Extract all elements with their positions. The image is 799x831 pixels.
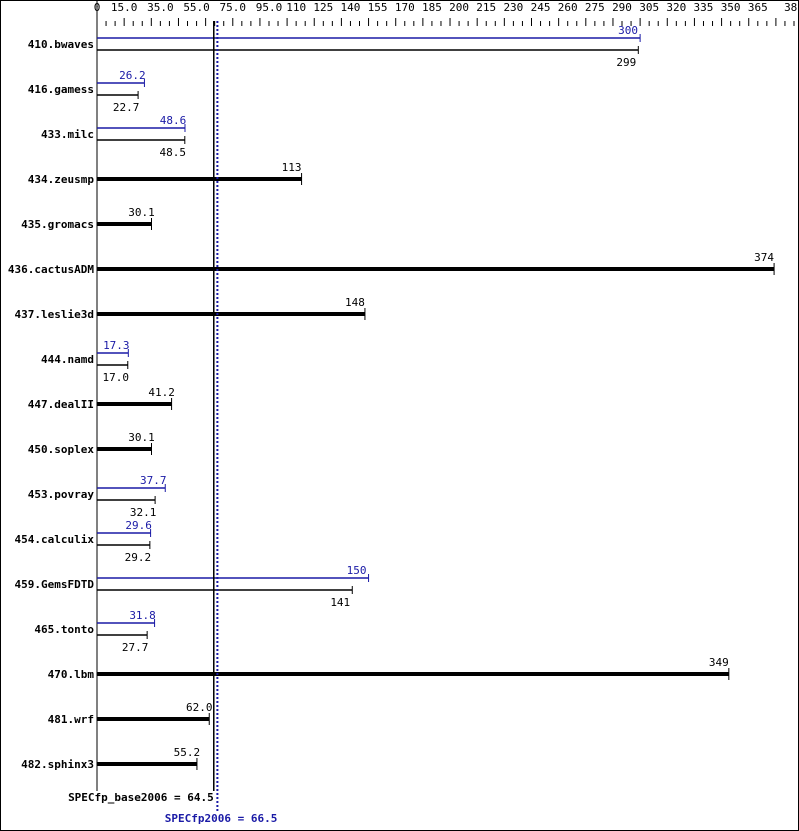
x-tick-label: 260 [558, 1, 578, 14]
x-tick-label: 170 [395, 1, 415, 14]
base-value-label: 22.7 [113, 101, 140, 114]
category-label: 436.cactusADM [8, 263, 94, 276]
x-tick-label: 75.0 [220, 1, 247, 14]
x-tick-label: 200 [449, 1, 469, 14]
category-label: 410.bwaves [28, 38, 94, 51]
base-value-label: 374 [754, 251, 774, 264]
base-value-label: 48.5 [160, 146, 187, 159]
peak-value-label: 37.7 [140, 474, 167, 487]
x-tick-label: 15.0 [111, 1, 138, 14]
x-tick-label: 320 [666, 1, 686, 14]
base-value-label: 32.1 [130, 506, 157, 519]
category-label: 447.dealII [28, 398, 94, 411]
category-label: 416.gamess [28, 83, 94, 96]
base-value-label: 299 [616, 56, 636, 69]
x-tick-label: 35.0 [147, 1, 174, 14]
category-label: 454.calculix [15, 533, 95, 546]
category-label: 482.sphinx3 [21, 758, 94, 771]
category-label: 433.milc [41, 128, 94, 141]
base-value-label: 30.1 [128, 206, 155, 219]
x-tick-label: 365 [748, 1, 768, 14]
x-tick-label: 155 [368, 1, 388, 14]
x-tick-label: 110 [286, 1, 306, 14]
x-tick-label: 350 [721, 1, 741, 14]
base-value-label: 27.7 [122, 641, 149, 654]
base-value-label: 55.2 [174, 746, 201, 759]
peak-value-label: 48.6 [160, 114, 187, 127]
category-label: 465.tonto [34, 623, 94, 636]
x-tick-label: 245 [531, 1, 551, 14]
base-value-label: 30.1 [128, 431, 155, 444]
x-tick-label: 215 [476, 1, 496, 14]
base-reference-label: SPECfp_base2006 = 64.5 [68, 791, 214, 804]
base-value-label: 41.2 [148, 386, 175, 399]
category-label: 470.lbm [48, 668, 95, 681]
category-label: 450.soplex [28, 443, 95, 456]
category-label: 435.gromacs [21, 218, 94, 231]
x-tick-label: 305 [639, 1, 659, 14]
peak-value-label: 26.2 [119, 69, 146, 82]
x-tick-label: 0 [94, 1, 101, 14]
base-value-label: 349 [709, 656, 729, 669]
x-tick-label: 385 [784, 1, 798, 14]
category-label: 453.povray [28, 488, 95, 501]
x-tick-label: 55.0 [183, 1, 210, 14]
category-label: 437.leslie3d [15, 308, 94, 321]
base-value-label: 141 [330, 596, 350, 609]
peak-value-label: 17.3 [103, 339, 130, 352]
x-tick-label: 125 [313, 1, 333, 14]
base-value-label: 62.0 [186, 701, 213, 714]
x-tick-label: 230 [503, 1, 523, 14]
category-label: 444.namd [41, 353, 94, 366]
x-tick-label: 290 [612, 1, 632, 14]
x-tick-label: 95.0 [256, 1, 283, 14]
base-value-label: 113 [282, 161, 302, 174]
x-tick-label: 275 [585, 1, 605, 14]
x-tick-label: 335 [694, 1, 714, 14]
category-label: 459.GemsFDTD [15, 578, 95, 591]
base-value-label: 29.2 [125, 551, 152, 564]
category-label: 434.zeusmp [28, 173, 95, 186]
peak-value-label: 150 [347, 564, 367, 577]
x-tick-label: 185 [422, 1, 442, 14]
base-value-label: 148 [345, 296, 365, 309]
peak-value-label: 31.8 [129, 609, 156, 622]
peak-value-label: 300 [618, 24, 638, 37]
base-value-label: 17.0 [103, 371, 130, 384]
peak-value-label: 29.6 [125, 519, 152, 532]
category-label: 481.wrf [48, 713, 94, 726]
x-tick-label: 140 [341, 1, 361, 14]
peak-reference-label: SPECfp2006 = 66.5 [165, 812, 278, 825]
